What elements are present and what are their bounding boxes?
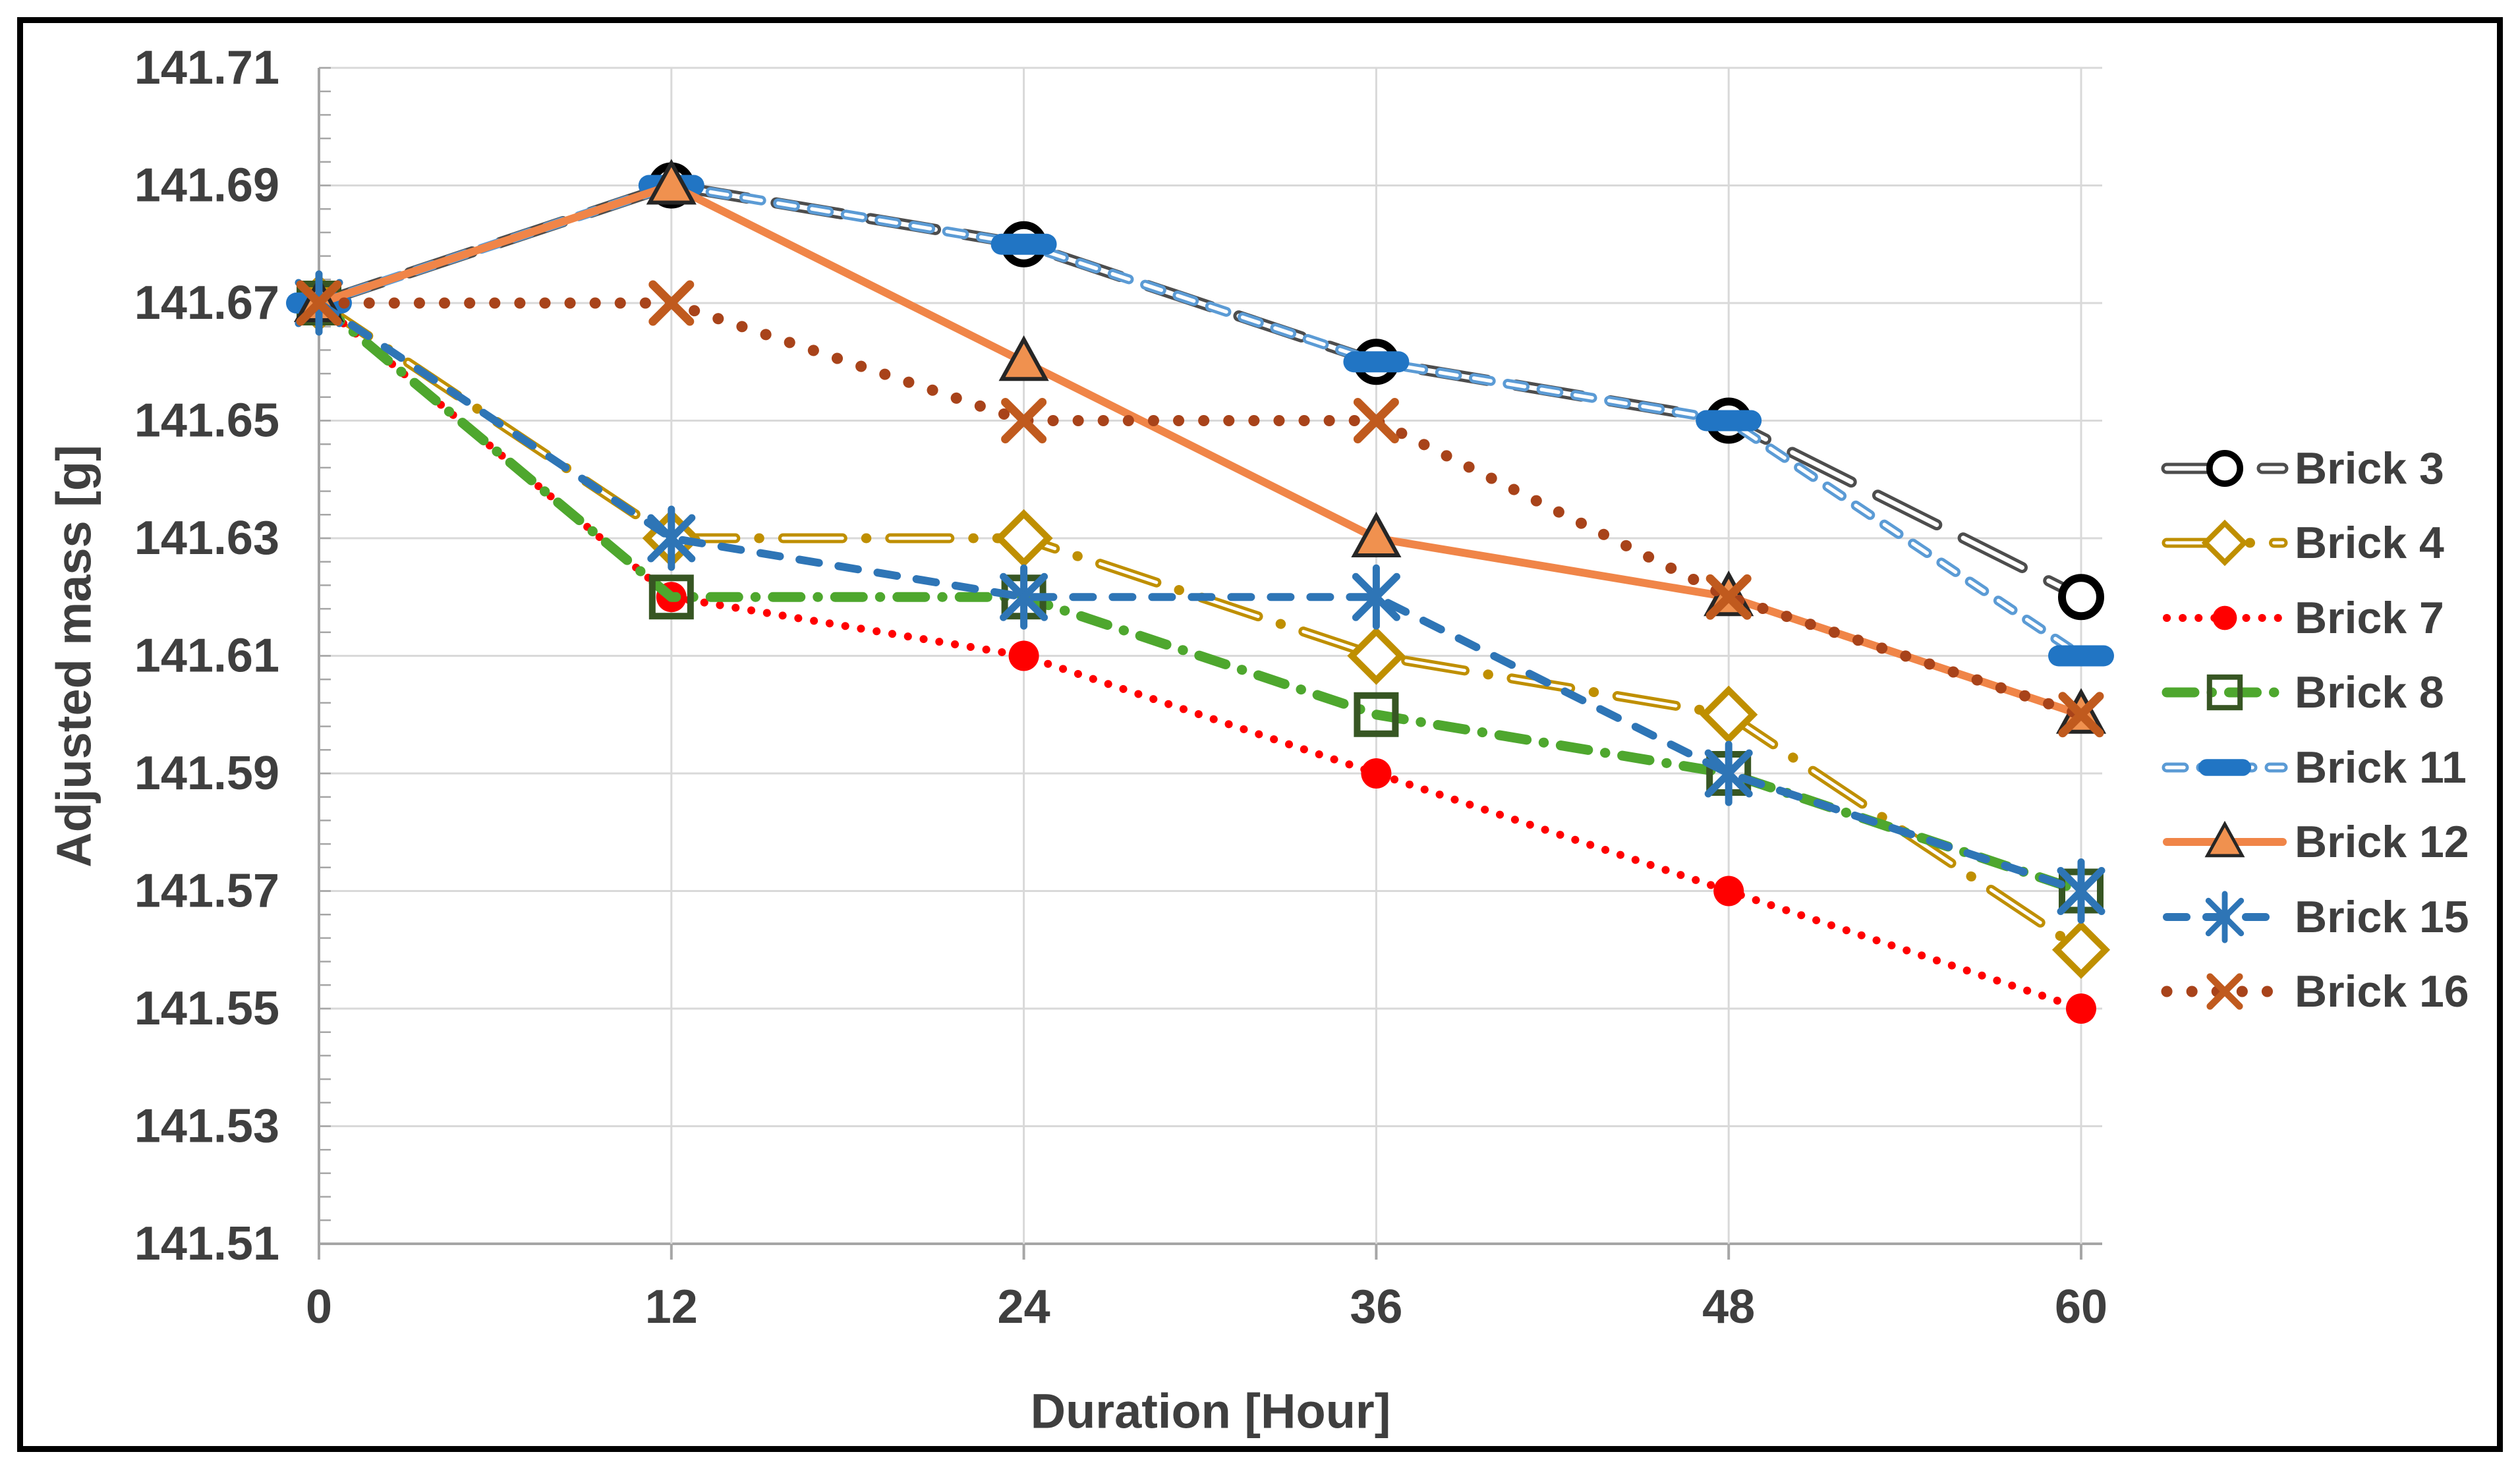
series-line-brick-3: [313, 180, 2087, 603]
legend-marker-brick-4: [2162, 519, 2288, 567]
series-line-brick-16: [313, 297, 2087, 721]
legend-item-brick-3: Brick 3: [2161, 431, 2469, 506]
marker-brick-16: [2058, 692, 2104, 738]
series-line-brick-3: [316, 183, 2084, 599]
x-tick-label: 24: [998, 1281, 1050, 1333]
marker-brick-15: [1000, 572, 1048, 621]
legend-item-brick-8: Brick 8: [2162, 655, 2469, 731]
legend-marker-brick-7: [2163, 605, 2287, 630]
legend-label-brick-3: Brick 3: [2295, 443, 2444, 493]
marker-brick-7: [1008, 640, 1039, 671]
series-brick-3: [296, 162, 2104, 621]
y-tick-label: 141.61: [134, 630, 279, 683]
x-tick-label: 36: [1350, 1281, 1402, 1333]
legend-item-brick-16: Brick 16: [2161, 955, 2469, 1030]
marker-brick-4: [994, 509, 1053, 568]
legend-item-brick-12: Brick 12: [2163, 805, 2469, 880]
marker-brick-11: [2048, 645, 2114, 667]
legend-marker-brick-12: [2163, 821, 2287, 858]
tick-labels: 141.71 141.69 141.67 141.65 141.63 141.61 141.…: [134, 42, 2107, 1333]
series-brick-16: [296, 280, 2104, 738]
marker-brick-4: [2051, 920, 2111, 979]
y-tick-label: 141.63: [134, 512, 279, 565]
marker-brick-8: [1354, 692, 1399, 737]
legend-marker-glyph-brick-8: [2206, 675, 2243, 711]
legend-label-brick-16: Brick 16: [2295, 966, 2469, 1017]
series-brick-12: [293, 159, 2107, 734]
series-line-brick-15: [315, 299, 2085, 895]
legend-label-brick-7: Brick 7: [2295, 592, 2444, 643]
marker-brick-11: [990, 233, 1057, 255]
legend-marker-glyph-brick-4: [2201, 519, 2248, 567]
marker-brick-16: [648, 280, 695, 326]
legend-marker-glyph-brick-16: [2206, 973, 2243, 1010]
marker-brick-11: [1343, 351, 1410, 373]
legend-marker-glyph-brick-11: [2198, 758, 2251, 776]
marker-brick-12: [998, 335, 1049, 381]
legend-marker-brick-16: [2161, 973, 2289, 1010]
axis-ticks: [318, 67, 2082, 1260]
y-tick-label: 141.55: [134, 982, 279, 1035]
legend-marker-brick-8: [2162, 675, 2288, 711]
legend-label-brick-11: Brick 11: [2295, 742, 2467, 793]
y-tick-label: 141.65: [134, 395, 279, 447]
legend-item-brick-15: Brick 15: [2163, 879, 2469, 955]
legend-label-brick-4: Brick 4: [2295, 518, 2444, 569]
legend-marker-glyph-brick-12: [2204, 821, 2245, 858]
legend-item-brick-7: Brick 7: [2163, 580, 2469, 655]
x-axis-title: Duration [Hour]: [1030, 1383, 1391, 1439]
legend-label-brick-8: Brick 8: [2295, 667, 2444, 718]
series-brick-15: [295, 270, 2105, 924]
marker-brick-15: [1352, 572, 1400, 621]
legend-marker-brick-3: [2161, 449, 2289, 487]
x-tick-label: 0: [306, 1281, 332, 1333]
series-line-brick-12: [315, 181, 2085, 719]
legend-marker-brick-11: [2162, 758, 2288, 776]
marker-brick-12: [1351, 511, 1402, 557]
marker-brick-15: [1704, 749, 1753, 798]
series-brick-4: [289, 273, 2111, 979]
marker-brick-8: [648, 574, 694, 620]
y-tick-label: 141.51: [134, 1217, 279, 1270]
y-tick-label: 141.67: [134, 277, 279, 329]
marker-brick-7: [1361, 758, 1392, 789]
x-tick-label: 12: [645, 1281, 698, 1333]
legend-marker-glyph-brick-3: [2206, 449, 2244, 487]
marker-brick-7: [2066, 993, 2096, 1024]
marker-brick-4: [1700, 685, 1758, 744]
marker-brick-4: [1347, 627, 1406, 685]
series: [286, 159, 2114, 1024]
legend-item-brick-4: Brick 4: [2162, 506, 2469, 581]
legend-marker-glyph-brick-7: [2212, 605, 2237, 630]
legend-marker-brick-15: [2163, 891, 2287, 943]
legend-marker-glyph-brick-15: [2205, 897, 2245, 936]
x-tick-label: 48: [1702, 1281, 1755, 1333]
marker-brick-12: [646, 159, 697, 205]
y-tick-label: 141.53: [134, 1100, 279, 1153]
legend-label-brick-12: Brick 12: [2295, 817, 2469, 868]
marker-brick-3: [2058, 574, 2104, 621]
marker-brick-7: [1713, 876, 1744, 906]
marker-brick-15: [2057, 867, 2105, 915]
y-tick-label: 141.71: [134, 42, 279, 94]
y-axis-title: Adjusted mass [g]: [46, 445, 101, 868]
marker-brick-16: [296, 280, 342, 326]
marker-brick-15: [647, 514, 696, 563]
marker-brick-16: [1001, 398, 1047, 443]
marker-brick-16: [1705, 574, 1752, 620]
legend-label-brick-15: Brick 15: [2295, 891, 2469, 942]
legend: Brick 3 Brick 4 Brick 7 Brick 8 Brick 11 Bric…: [2161, 431, 2469, 1030]
y-tick-label: 141.69: [134, 159, 279, 212]
legend-item-brick-11: Brick 11: [2162, 730, 2469, 805]
x-tick-label: 60: [2055, 1281, 2107, 1333]
y-tick-label: 141.57: [134, 865, 279, 918]
marker-brick-16: [1353, 398, 1399, 443]
y-tick-label: 141.59: [134, 747, 279, 800]
marker-brick-11: [1696, 410, 1762, 432]
